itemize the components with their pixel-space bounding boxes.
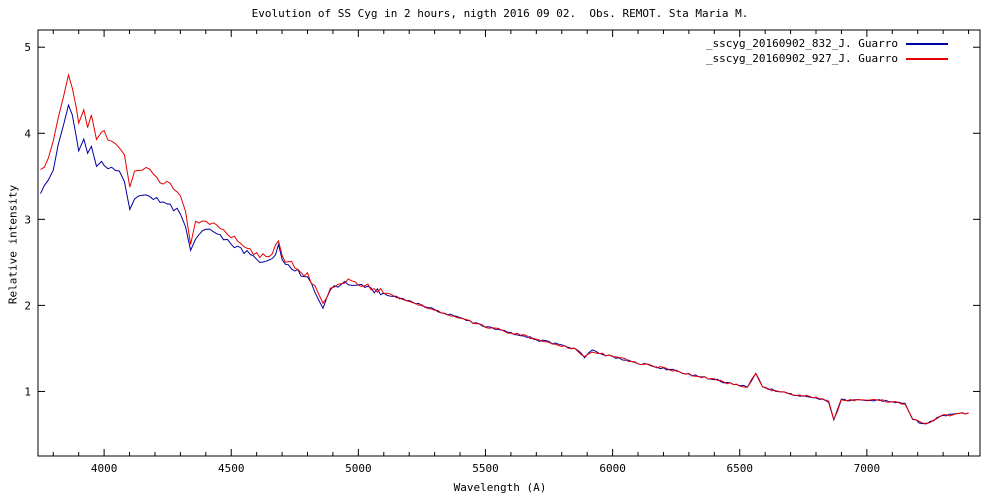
y-tick-label: 4 — [24, 127, 31, 140]
x-tick-label: 4000 — [91, 462, 118, 475]
legend-item-927: _sscyg_20160902_927_J. Guarro — [706, 51, 948, 66]
legend-label-927: _sscyg_20160902_927_J. Guarro — [705, 52, 898, 65]
y-tick-label: 2 — [24, 299, 31, 312]
legend-line-red — [906, 57, 948, 60]
y-axis-label: Relative intensity — [6, 184, 20, 305]
x-tick-label: 5000 — [345, 462, 372, 475]
legend-label-832: _sscyg_20160902_832_J. Guarro — [705, 37, 898, 50]
x-tick-label: 6000 — [599, 462, 626, 475]
x-tick-label: 4500 — [218, 462, 245, 475]
x-tick-label: 7000 — [854, 462, 881, 475]
series-line-0 — [40, 103, 969, 425]
x-axis-label: Wavelength (A) — [453, 481, 547, 494]
chart-title: Evolution of SS Cyg in 2 hours, nigth 20… — [251, 7, 749, 20]
y-tick-label: 1 — [24, 385, 31, 398]
legend: _sscyg_20160902_832_J. Guarro _sscyg_201… — [706, 36, 948, 66]
series-line-1 — [40, 73, 969, 424]
y-tick-label: 5 — [24, 41, 31, 54]
x-tick-label: 6500 — [726, 462, 753, 475]
legend-line-blue — [906, 42, 948, 45]
y-tick-label: 3 — [24, 213, 31, 226]
x-tick-label: 5500 — [472, 462, 499, 475]
legend-item-832: _sscyg_20160902_832_J. Guarro — [706, 36, 948, 51]
plot-border — [37, 29, 981, 457]
